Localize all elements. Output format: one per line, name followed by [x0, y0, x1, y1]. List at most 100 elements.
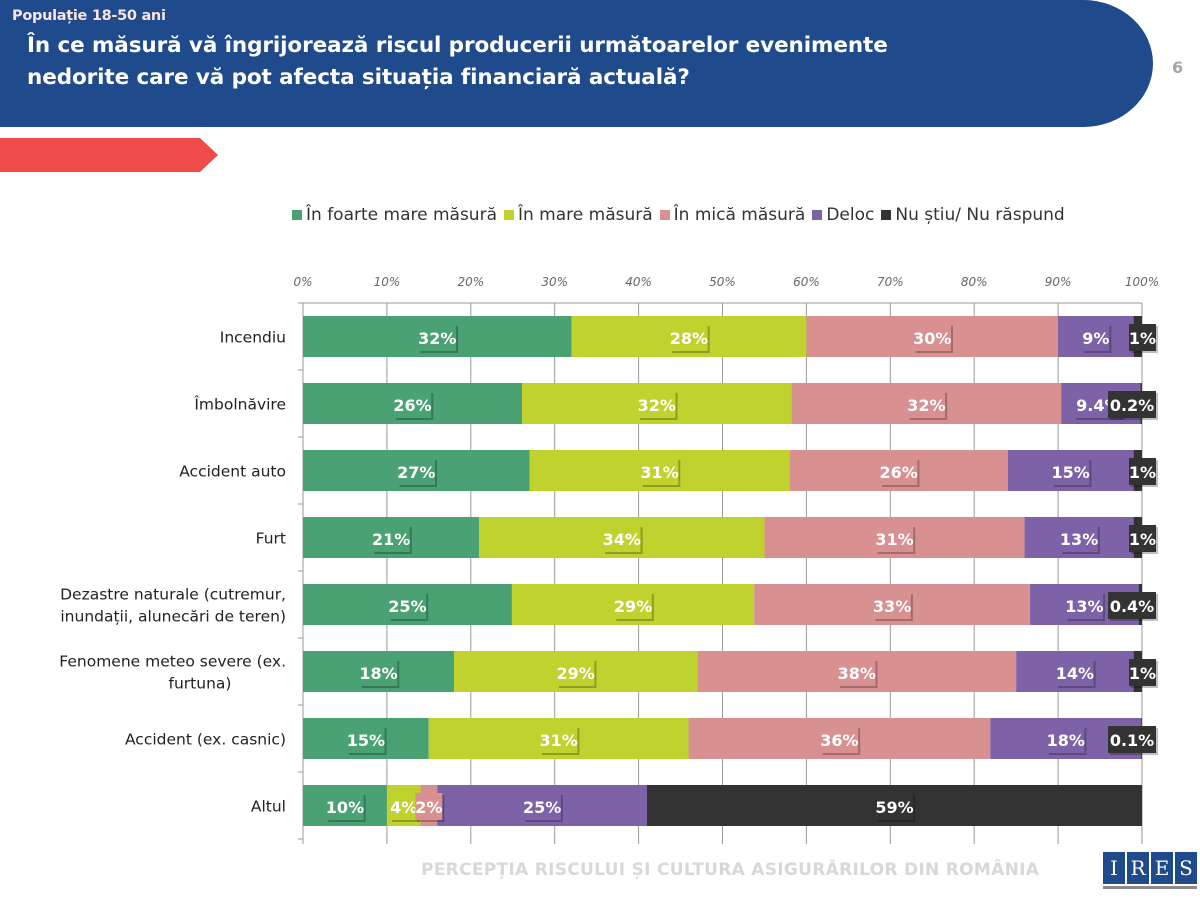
- x-tick-label: 100%: [1125, 275, 1159, 289]
- page-title: În ce măsură vă îngrijorează riscul prod…: [27, 30, 1067, 94]
- population-tag-label: Populație 18-50 ani: [12, 8, 166, 24]
- data-label: 28%: [670, 329, 708, 348]
- x-tick-label: 60%: [793, 275, 820, 289]
- data-label: 1%: [1129, 463, 1156, 482]
- data-label-box: [603, 525, 641, 552]
- category-label: Fenomene meteo severe (ex.: [59, 653, 286, 671]
- data-label-box: [1129, 525, 1156, 552]
- data-label-box: [372, 525, 410, 552]
- data-label: 2%: [415, 798, 442, 817]
- data-label: 33%: [873, 597, 911, 616]
- data-label-box: [390, 793, 418, 820]
- data-label: 18%: [359, 664, 397, 683]
- legend-swatch: [812, 210, 823, 220]
- category-label: Accident auto: [179, 463, 286, 481]
- category-label: Dezastre naturale (cutremur,: [60, 586, 286, 604]
- data-label-box: [913, 324, 951, 351]
- x-tick-label: 90%: [1045, 275, 1072, 289]
- data-label: 1%: [1129, 530, 1156, 549]
- data-label: 29%: [557, 664, 595, 683]
- data-label-box: [670, 324, 708, 351]
- data-label-box: [1051, 458, 1090, 485]
- data-label-box: [875, 793, 914, 820]
- x-tick-label: 40%: [625, 275, 652, 289]
- data-label-box: [820, 726, 859, 753]
- data-label-box: [1060, 525, 1098, 552]
- page-number: 6: [1172, 58, 1184, 77]
- data-label: 31%: [875, 530, 913, 549]
- data-label-box: [1108, 592, 1156, 619]
- data-label: 38%: [838, 664, 876, 683]
- data-label-box: [388, 592, 427, 619]
- data-label: 27%: [397, 463, 435, 482]
- x-tick-label: 10%: [374, 275, 401, 289]
- legend-swatch: [503, 210, 514, 220]
- logo-letter: S: [1175, 852, 1197, 884]
- data-label: 26%: [880, 463, 918, 482]
- data-label: 13%: [1060, 530, 1098, 549]
- data-label: 15%: [347, 731, 385, 750]
- data-label-box: [347, 726, 385, 753]
- legend-item: În mare măsură: [503, 205, 653, 225]
- legend-item: În mică măsură: [659, 205, 805, 225]
- category-label: inundații, alunecări de teren): [60, 608, 286, 626]
- data-label-box: [1082, 324, 1110, 351]
- data-label: 18%: [1047, 731, 1085, 750]
- data-label-box: [539, 726, 578, 753]
- data-label: 25%: [388, 597, 426, 616]
- ires-logo-subtitle: [1103, 886, 1197, 889]
- category-label: furtuna): [169, 675, 232, 693]
- data-label-box: [1056, 659, 1094, 686]
- data-label: 1%: [1129, 664, 1156, 683]
- legend-item: Nu știu/ Nu răspund: [881, 205, 1065, 225]
- legend-label: În foarte mare măsură: [306, 205, 497, 225]
- logo-letter: I: [1103, 852, 1125, 884]
- data-label-box: [873, 592, 911, 619]
- legend-label: Deloc: [826, 205, 875, 225]
- data-label-box: [1065, 592, 1104, 619]
- data-label-box: [1129, 659, 1156, 686]
- data-label: 26%: [393, 396, 431, 415]
- legend-swatch: [881, 210, 892, 220]
- data-label: 0.2%: [1110, 396, 1154, 415]
- x-tick-label: 30%: [541, 275, 568, 289]
- logo-letter: E: [1151, 852, 1173, 884]
- data-label: 32%: [907, 396, 945, 415]
- data-label: 29%: [614, 597, 652, 616]
- category-label: Altul: [251, 798, 286, 816]
- data-label: 0.1%: [1110, 731, 1154, 750]
- population-tag: [0, 138, 218, 172]
- title-banner: [0, 0, 1153, 127]
- category-label: Accident (ex. casnic): [125, 731, 286, 749]
- data-label-box: [418, 324, 456, 351]
- title-line-1: În ce măsură vă îngrijorează riscul prod…: [27, 33, 888, 58]
- legend-item: În foarte mare măsură: [292, 205, 497, 225]
- legend-item: Deloc: [812, 205, 874, 225]
- x-tick-label: 20%: [457, 275, 484, 289]
- data-label: 32%: [638, 396, 676, 415]
- data-label: 36%: [820, 731, 858, 750]
- footer-title: PERCEPȚIA RISCULUI ȘI CULTURA ASIGURĂRIL…: [421, 860, 1040, 880]
- data-label-box: [326, 793, 364, 820]
- data-label-box: [614, 592, 652, 619]
- data-label-box: [1108, 391, 1156, 418]
- x-tick-label: 0%: [293, 275, 312, 289]
- data-label: 30%: [913, 329, 951, 348]
- data-label-box: [875, 525, 914, 552]
- category-label: Incendiu: [220, 329, 286, 347]
- data-label: 34%: [603, 530, 641, 549]
- x-tick-label: 70%: [877, 275, 904, 289]
- data-label: 21%: [372, 530, 410, 549]
- category-label: Îmbolnăvire: [193, 395, 286, 414]
- data-label-box: [556, 659, 595, 686]
- data-label: 9%: [1082, 329, 1109, 348]
- data-label-box: [837, 659, 876, 686]
- data-label-box: [523, 793, 561, 820]
- data-label: 25%: [523, 798, 561, 817]
- data-label: 59%: [875, 798, 913, 817]
- data-label-box: [397, 458, 436, 485]
- x-tick-label: 80%: [961, 275, 988, 289]
- data-label-box: [1108, 726, 1156, 753]
